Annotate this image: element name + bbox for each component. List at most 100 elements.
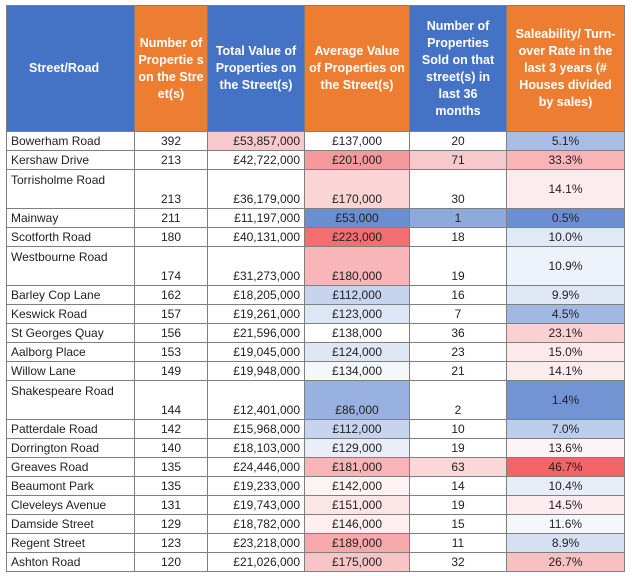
average-value-cell: £123,000 <box>304 304 410 324</box>
table-row: Dorrington Road 140 £18,103,000 £129,000 19 1… <box>6 438 625 458</box>
table-row: Barley Cop Lane 162 £18,205,000 £112,000 16 9… <box>6 285 625 305</box>
sold-count-cell: 7 <box>409 304 507 324</box>
rate-cell: 14.1% <box>506 169 625 209</box>
total-value-cell: £18,103,000 <box>207 438 305 458</box>
rate-cell: 7.0% <box>506 419 625 439</box>
rate-cell: 0.5% <box>506 208 625 228</box>
number-cell: 144 <box>134 380 208 420</box>
sold-count-cell: 63 <box>409 457 507 477</box>
table-row: Regent Street 123 £23,218,000 £189,000 11 8.9… <box>6 533 625 553</box>
number-cell: 174 <box>134 246 208 286</box>
average-value-cell: £112,000 <box>304 419 410 439</box>
sold-count-cell: 32 <box>409 552 507 572</box>
table-row: Keswick Road 157 £19,261,000 £123,000 7 4.5% <box>6 304 625 324</box>
table-row: Aalborg Place 153 £19,045,000 £124,000 23 15.… <box>6 342 625 362</box>
header-total-value: Total Value of Properties on the Street(… <box>207 5 305 132</box>
average-value-cell: £142,000 <box>304 476 410 496</box>
total-value-cell: £19,233,000 <box>207 476 305 496</box>
total-value-cell: £12,401,000 <box>207 380 305 420</box>
table-row: Beaumont Park 135 £19,233,000 £142,000 14 10.… <box>6 476 625 496</box>
average-value-cell: £53,000 <box>304 208 410 228</box>
number-cell: 156 <box>134 323 208 343</box>
sold-count-cell: 30 <box>409 169 507 209</box>
sold-count-cell: 2 <box>409 380 507 420</box>
total-value-cell: £19,261,000 <box>207 304 305 324</box>
average-value-cell: £112,000 <box>304 285 410 305</box>
number-cell: 213 <box>134 150 208 170</box>
street-cell: Ashton Road <box>6 552 135 572</box>
number-cell: 123 <box>134 533 208 553</box>
sold-count-cell: 20 <box>409 131 507 151</box>
total-value-cell: £11,197,000 <box>207 208 305 228</box>
street-cell: Damside Street <box>6 514 135 534</box>
average-value-cell: £175,000 <box>304 552 410 572</box>
average-value-cell: £180,000 <box>304 246 410 286</box>
street-cell: Greaves Road <box>6 457 135 477</box>
street-cell: Kershaw Drive <box>6 150 135 170</box>
street-cell: Dorrington Road <box>6 438 135 458</box>
total-value-cell: £23,218,000 <box>207 533 305 553</box>
sold-count-cell: 23 <box>409 342 507 362</box>
rate-cell: 4.5% <box>506 304 625 324</box>
sold-count-cell: 19 <box>409 495 507 515</box>
rate-cell: 10.4% <box>506 476 625 496</box>
total-value-cell: £18,205,000 <box>207 285 305 305</box>
number-cell: 142 <box>134 419 208 439</box>
rate-cell: 26.7% <box>506 552 625 572</box>
rate-cell: 10.0% <box>506 227 625 247</box>
total-value-cell: £40,131,000 <box>207 227 305 247</box>
rate-cell: 5.1% <box>506 131 625 151</box>
sold-count-cell: 15 <box>409 514 507 534</box>
average-value-cell: £189,000 <box>304 533 410 553</box>
rate-cell: 23.1% <box>506 323 625 343</box>
property-table: Street/Road Number of Propertie s on the… <box>6 5 625 572</box>
table-row: Torrisholme Road 213 £36,179,000 £170,000 30… <box>6 169 625 209</box>
average-value-cell: £201,000 <box>304 150 410 170</box>
sold-count-cell: 1 <box>409 208 507 228</box>
average-value-cell: £138,000 <box>304 323 410 343</box>
sold-count-cell: 19 <box>409 246 507 286</box>
table-row: Patterdale Road 142 £15,968,000 £112,000 10 7… <box>6 419 625 439</box>
sold-count-cell: 71 <box>409 150 507 170</box>
average-value-cell: £86,000 <box>304 380 410 420</box>
rate-cell: 13.6% <box>506 438 625 458</box>
street-cell: Mainway <box>6 208 135 228</box>
street-cell: Cleveleys Avenue <box>6 495 135 515</box>
average-value-cell: £137,000 <box>304 131 410 151</box>
total-value-cell: £19,045,000 <box>207 342 305 362</box>
total-value-cell: £31,273,000 <box>207 246 305 286</box>
rate-cell: 1.4% <box>506 380 625 420</box>
number-cell: 157 <box>134 304 208 324</box>
street-cell: St Georges Quay <box>6 323 135 343</box>
number-cell: 131 <box>134 495 208 515</box>
average-value-cell: £181,000 <box>304 457 410 477</box>
total-value-cell: £19,948,000 <box>207 361 305 381</box>
table-row: Damside Street 129 £18,782,000 £146,000 15 11… <box>6 514 625 534</box>
header-number-sold: Number of Properties Sold on that street… <box>409 5 507 132</box>
sold-count-cell: 11 <box>409 533 507 553</box>
sold-count-cell: 19 <box>409 438 507 458</box>
rate-cell: 14.1% <box>506 361 625 381</box>
average-value-cell: £134,000 <box>304 361 410 381</box>
rate-cell: 15.0% <box>506 342 625 362</box>
table-row: Scotforth Road 180 £40,131,000 £223,000 18 10… <box>6 227 625 247</box>
rate-cell: 10.9% <box>506 246 625 286</box>
header-street: Street/Road <box>6 5 135 132</box>
total-value-cell: £15,968,000 <box>207 419 305 439</box>
total-value-cell: £42,722,000 <box>207 150 305 170</box>
total-value-cell: £24,446,000 <box>207 457 305 477</box>
sold-count-cell: 10 <box>409 419 507 439</box>
rate-cell: 8.9% <box>506 533 625 553</box>
table-row: St Georges Quay 156 £21,596,000 £138,000 36 2… <box>6 323 625 343</box>
number-cell: 135 <box>134 476 208 496</box>
table-row: Bowerham Road 392 £53,857,000 £137,000 20 5.1… <box>6 131 625 151</box>
rate-cell: 9.9% <box>506 285 625 305</box>
sold-count-cell: 36 <box>409 323 507 343</box>
total-value-cell: £36,179,000 <box>207 169 305 209</box>
street-cell: Westbourne Road <box>6 246 135 286</box>
table-row: Shakespeare Road 144 £12,401,000 £86,000 2 1.… <box>6 380 625 420</box>
total-value-cell: £19,743,000 <box>207 495 305 515</box>
street-cell: Keswick Road <box>6 304 135 324</box>
table-row: Willow Lane 149 £19,948,000 £134,000 21 14.1% <box>6 361 625 381</box>
average-value-cell: £124,000 <box>304 342 410 362</box>
